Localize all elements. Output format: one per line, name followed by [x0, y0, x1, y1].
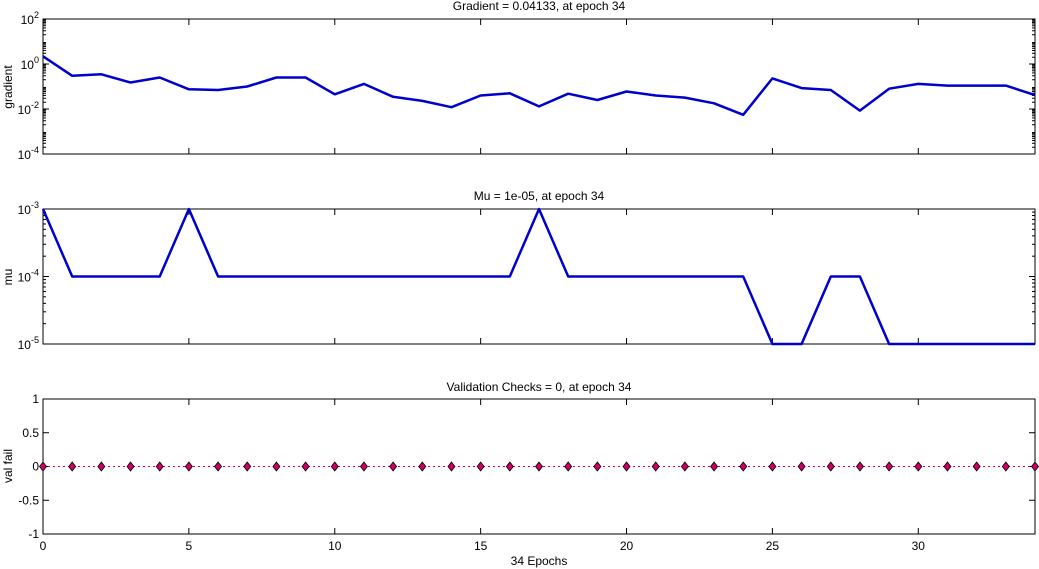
mu-y-tick-label: 10-5	[18, 335, 39, 352]
val-fail-point	[739, 461, 748, 472]
gradient-series-line	[42, 55, 1036, 117]
gradient-y-tick-label: 10-2	[18, 100, 39, 117]
val-fail-title: Validation Checks = 0, at epoch 34	[447, 380, 632, 394]
val-fail-point	[768, 461, 777, 472]
x-tick-label: 30	[912, 539, 926, 553]
mu-series-line	[41, 207, 1035, 346]
val-fail-point	[301, 461, 310, 472]
val-fail-point	[593, 461, 602, 472]
val-fail-point	[1030, 461, 1039, 472]
val-fail-y-tick-label: 1	[32, 392, 39, 406]
val-fail-point	[243, 461, 252, 472]
val-fail-point	[68, 461, 77, 472]
mu-y-axis-label: mu	[1, 269, 15, 286]
val-fail-y-tick-label: 0.5	[22, 426, 39, 440]
val-fail-y-tick-label: -1	[28, 527, 39, 541]
val-fail-point	[943, 461, 952, 472]
mu-panel: Mu = 1e-05, at epoch 34 mu 10-5 10-4 10-3	[1, 189, 1036, 352]
val-fail-point	[330, 461, 339, 472]
x-axis-label: 34 Epochs	[511, 554, 568, 568]
gradient-panel: Gradient = 0.04133, at epoch 34 gradient…	[1, 0, 1036, 162]
val-fail-point	[214, 461, 223, 472]
val-fail-point	[826, 461, 835, 472]
val-fail-point	[534, 461, 544, 472]
val-fail-point	[447, 461, 456, 472]
gradient-axes-box	[42, 18, 1036, 155]
val-fail-plot-area: -1-0.500.510 5 10 15 20 25 30	[18, 392, 1039, 553]
val-fail-point	[914, 461, 923, 472]
gradient-y-axis-label: gradient	[1, 65, 15, 109]
val-fail-y-tick-label: 0	[32, 460, 39, 474]
val-fail-point	[505, 461, 514, 472]
val-fail-point	[184, 461, 193, 472]
gradient-y-tick-label: 102	[21, 10, 39, 27]
val-fail-point	[126, 461, 135, 472]
val-fail-point	[622, 461, 631, 472]
x-tick-label: 0	[40, 539, 47, 553]
val-fail-point	[418, 461, 427, 472]
val-fail-point	[564, 461, 573, 472]
val-fail-point	[885, 461, 894, 472]
gradient-plot-area: 10-4 10-2 100 102	[18, 10, 1036, 162]
gradient-y-tick-label: 10-4	[18, 145, 39, 162]
val-fail-point	[38, 461, 48, 472]
mu-y-tick-label: 10-4	[18, 268, 39, 285]
x-tick-label: 15	[474, 539, 488, 553]
x-tick-label: 10	[328, 539, 342, 553]
mu-plot-area: 10-5 10-4 10-3	[18, 200, 1036, 352]
val-fail-point	[97, 461, 106, 472]
x-tick-label: 5	[186, 539, 193, 553]
gradient-title: Gradient = 0.04133, at epoch 34	[453, 0, 626, 13]
val-fail-point	[710, 461, 719, 472]
mu-title: Mu = 1e-05, at epoch 34	[474, 189, 605, 203]
x-tick-label: 20	[620, 539, 634, 553]
gradient-y-tick-label: 100	[21, 55, 39, 72]
val-fail-y-axis-label: val fail	[1, 449, 15, 483]
val-fail-point	[651, 461, 660, 472]
x-tick-label: 25	[766, 539, 780, 553]
val-fail-point	[389, 461, 398, 472]
val-fail-point	[797, 461, 806, 472]
val-fail-point	[155, 461, 164, 472]
val-fail-point	[855, 461, 864, 472]
val-fail-point	[476, 461, 485, 472]
mu-axes-box	[42, 208, 1036, 345]
val-fail-panel: Validation Checks = 0, at epoch 34 val f…	[1, 380, 1039, 568]
val-fail-point	[272, 461, 281, 472]
val-fail-y-tick-label: -0.5	[18, 493, 39, 507]
mu-y-tick-label: 10-3	[18, 200, 39, 217]
val-fail-point	[972, 461, 981, 472]
val-fail-point	[359, 461, 368, 472]
val-fail-point	[1001, 461, 1010, 472]
val-fail-point	[680, 461, 689, 472]
